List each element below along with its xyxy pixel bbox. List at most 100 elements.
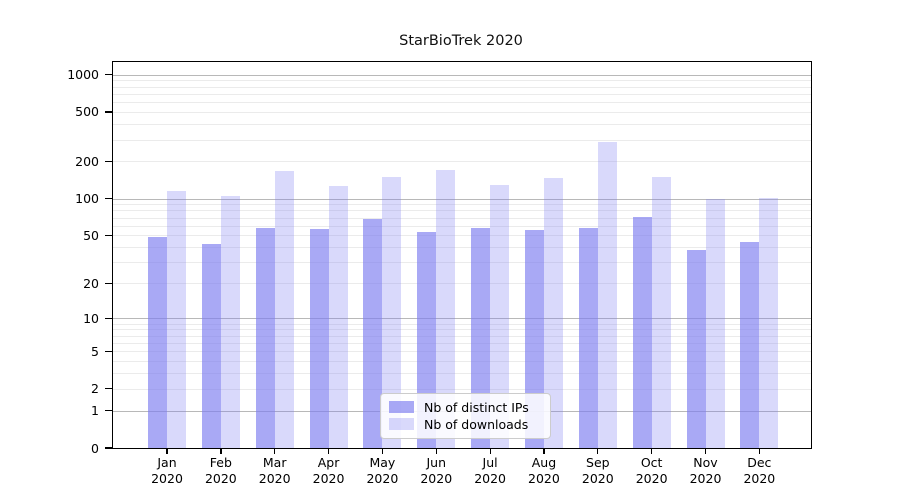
x-tick-label: Aug 2020 <box>514 455 574 486</box>
x-tick-label-line: Dec <box>747 455 772 470</box>
x-tick-label-line: Mar <box>262 455 287 470</box>
bar-downloads <box>167 191 186 448</box>
x-tick-label-line: 2020 <box>151 470 183 486</box>
x-tick-label: Oct 2020 <box>622 455 682 486</box>
y-tick-label: 2 <box>91 381 99 397</box>
gridline-minor <box>113 235 811 237</box>
x-axis-tick <box>489 448 491 454</box>
x-axis-tick <box>758 448 761 454</box>
bar-distinct-ips <box>363 219 383 448</box>
y-tick-label: 100 <box>75 191 99 207</box>
gridline-minor <box>113 139 811 141</box>
x-axis-tick <box>704 448 707 454</box>
x-tick-label-line: 2020 <box>366 470 399 486</box>
x-tick-label: Jun 2020 <box>406 455 466 486</box>
x-tick-label-line: 2020 <box>474 470 506 486</box>
y-axis-tick <box>104 350 112 352</box>
x-tick-label-line: Jun <box>426 455 447 470</box>
x-tick-label-line: 2020 <box>258 470 291 486</box>
plot-area: 1000 500 200 100 50 20 10 5 2 1 0 Jan 2020 Feb 2020 Ma… <box>67 61 812 486</box>
gridline-minor <box>113 217 811 219</box>
x-tick-label: May 2020 <box>352 455 412 486</box>
x-tick-label-line: 2020 <box>312 470 345 486</box>
x-tick-label-line: Oct <box>640 455 663 470</box>
bar-distinct-ips <box>148 236 167 448</box>
bar-distinct-ips <box>578 227 598 448</box>
gridline-minor <box>113 111 811 113</box>
legend-swatch-downloads <box>389 418 414 430</box>
gridline-minor <box>113 361 811 362</box>
bar-downloads <box>436 170 456 448</box>
gridline-minor <box>113 283 811 285</box>
legend-label-downloads: Nb of downloads <box>424 416 529 432</box>
gridline-minor <box>113 262 811 264</box>
x-axis-tick <box>274 448 276 454</box>
x-axis-tick <box>220 448 222 454</box>
gridline-minor <box>113 93 811 95</box>
gridline-major <box>113 74 811 76</box>
y-tick-label: 1 <box>91 403 99 419</box>
y-axis-tick <box>104 282 112 285</box>
bar-downloads <box>490 184 510 448</box>
x-tick-label-line: 2020 <box>689 470 722 486</box>
bar-distinct-ips <box>201 243 221 448</box>
x-tick-label-line: Jul <box>482 455 498 470</box>
x-tick-label-line: Feb <box>209 455 232 470</box>
x-tick-label-line: 2020 <box>743 470 776 486</box>
bar-downloads <box>759 198 779 448</box>
y-axis-tick <box>104 160 112 163</box>
gridline-minor <box>113 342 811 344</box>
gridline-minor <box>113 329 811 331</box>
gridline-major <box>113 318 811 320</box>
y-tick-label: 200 <box>75 153 99 169</box>
x-tick-label-line: 2020 <box>528 470 560 486</box>
x-axis-tick <box>435 448 437 454</box>
bar-distinct-ips <box>632 216 652 448</box>
x-tick-label: Dec 2020 <box>729 455 789 486</box>
x-axis-tick <box>381 448 384 454</box>
bar-downloads <box>597 142 617 448</box>
gridline-major <box>113 198 811 200</box>
y-axis-tick <box>104 447 112 449</box>
x-tick-label: Feb 2020 <box>191 455 251 486</box>
x-axis-tick <box>597 448 599 454</box>
x-tick-label-line: Aug <box>531 455 557 470</box>
bar-downloads <box>328 185 348 448</box>
x-tick-label-line: Sep <box>586 455 610 470</box>
x-tick-label-line: May <box>369 455 396 470</box>
legend-item: Nb of distinct IPs <box>389 399 540 415</box>
x-tick-label-line: Nov <box>693 455 718 470</box>
chart-title: StarBioTrek 2020 <box>399 33 523 49</box>
gridline-minor <box>113 351 811 353</box>
y-tick-label: 0 <box>91 440 99 456</box>
y-axis-tick <box>104 409 112 412</box>
x-tick-label: Apr 2020 <box>299 455 359 486</box>
legend-item: Nb of downloads <box>389 416 540 432</box>
bar-downloads <box>543 178 563 448</box>
x-tick-label-line: 2020 <box>581 470 614 486</box>
bar-downloads <box>651 176 671 448</box>
bar-downloads <box>382 176 402 448</box>
bar-distinct-ips <box>255 227 275 448</box>
gridline-minor <box>113 86 811 88</box>
x-tick-label-line: 2020 <box>420 470 453 486</box>
y-tick-label: 1000 <box>67 67 99 83</box>
gridline-minor <box>113 247 811 249</box>
x-axis-tick <box>651 448 653 454</box>
y-axis-tick <box>104 317 112 320</box>
gridline-minor <box>113 225 811 227</box>
y-tick-label: 50 <box>83 227 99 243</box>
y-tick-label: 500 <box>75 104 99 120</box>
y-tick-label: 5 <box>91 343 99 359</box>
x-tick-label: Mar 2020 <box>245 455 305 486</box>
y-axis-tick <box>104 234 112 237</box>
bar-distinct-ips <box>686 250 706 448</box>
x-tick-label: Nov 2020 <box>676 455 736 486</box>
gridline-minor <box>113 323 811 325</box>
gridline-minor <box>113 204 811 206</box>
bar-downloads <box>220 195 240 448</box>
gridline-minor <box>113 161 811 163</box>
x-tick-label-line: 2020 <box>635 470 668 486</box>
bar-distinct-ips <box>309 228 329 448</box>
x-tick-label-line: Jan <box>157 455 177 470</box>
